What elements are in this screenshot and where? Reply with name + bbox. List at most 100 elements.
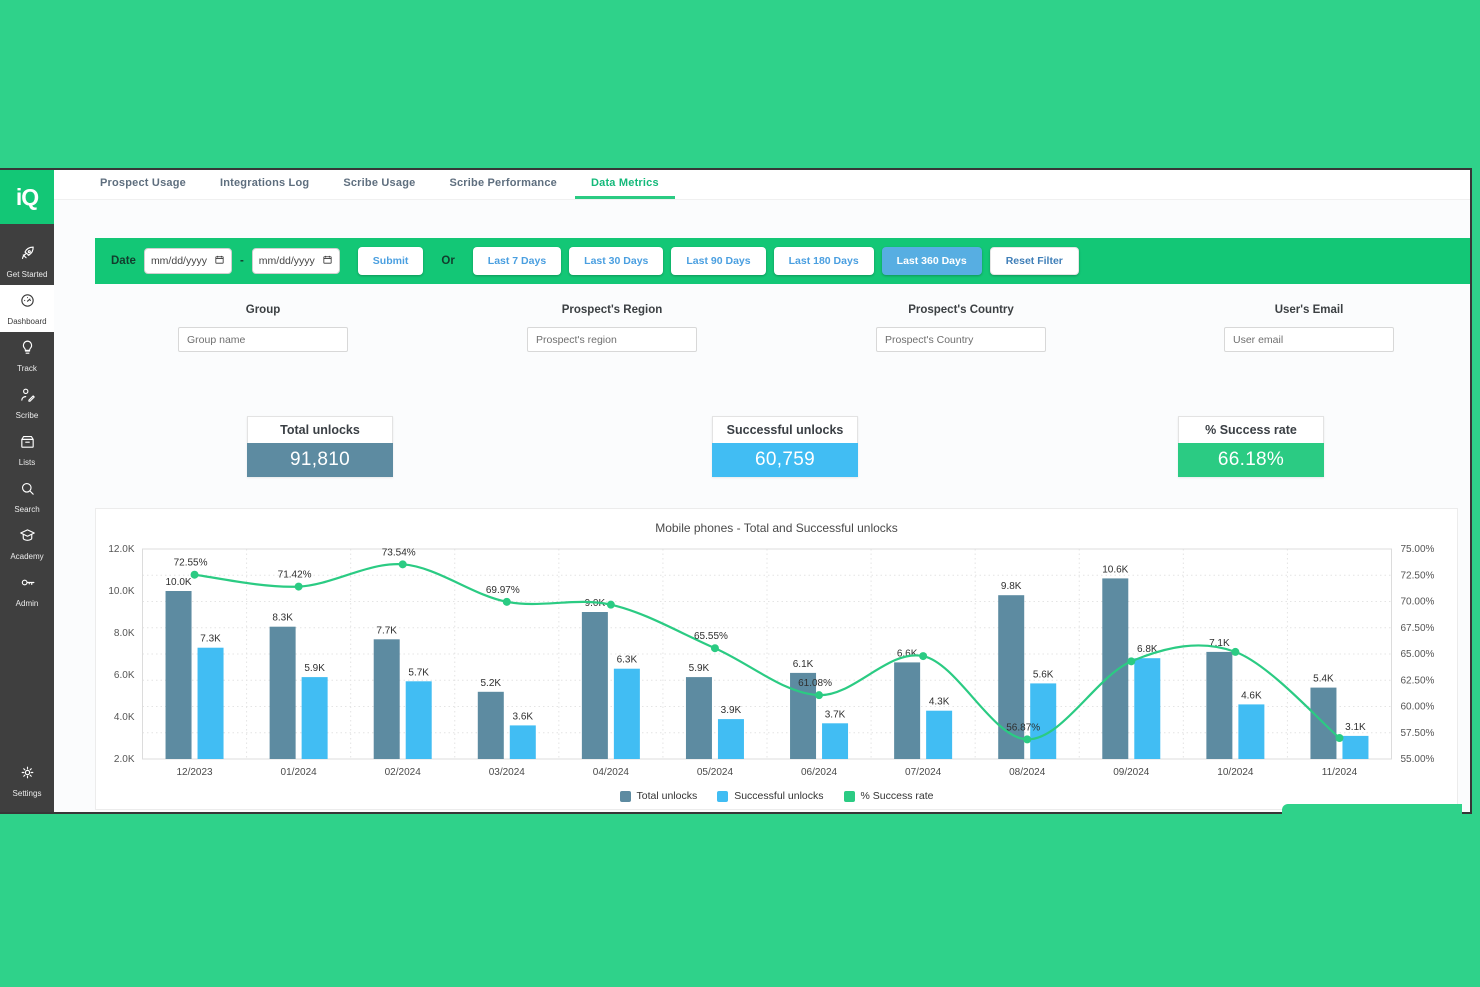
svg-text:08/2024: 08/2024: [1009, 767, 1046, 778]
kpi-success-rate: % Success rate 66.18%: [1178, 416, 1324, 477]
svg-text:5.9K: 5.9K: [304, 663, 325, 674]
prospect-region-input[interactable]: [527, 327, 697, 352]
sidebar-item-track[interactable]: Track: [0, 332, 54, 379]
bulb-icon: [19, 339, 36, 361]
svg-text:5.6K: 5.6K: [1033, 669, 1054, 680]
svg-text:75.00%: 75.00%: [1401, 544, 1435, 555]
gear-icon: [19, 764, 36, 786]
calendar-icon[interactable]: [214, 254, 225, 268]
submit-button[interactable]: Submit: [357, 247, 424, 275]
group-input[interactable]: [178, 327, 348, 352]
last-360-days-button[interactable]: Last 360 Days: [881, 247, 982, 275]
app-logo[interactable]: iQ: [0, 170, 54, 224]
user-email-filter: User's Email: [1224, 304, 1394, 352]
svg-text:67.50%: 67.50%: [1401, 623, 1435, 634]
svg-text:3.6K: 3.6K: [513, 711, 534, 722]
svg-text:65.55%: 65.55%: [694, 631, 728, 642]
tab-scribe-performance[interactable]: Scribe Performance: [449, 177, 557, 189]
bars-successful-unlocks-labels: 7.3K 5.9K 5.7K 3.6K 6.3K 3.9K 3.7K 4.3K 5.6K 6.8K…: [200, 634, 1366, 733]
legend-item-success-rate: % Success rate: [843, 790, 934, 802]
svg-text:3.7K: 3.7K: [825, 709, 846, 720]
svg-text:04/2024: 04/2024: [593, 767, 630, 778]
x-axis-labels: 12/2023 01/2024 02/2024 03/2024 04/2024 05/20…: [176, 767, 1357, 778]
last-30-days-button[interactable]: Last 30 Days: [569, 247, 664, 275]
tab-integrations-log[interactable]: Integrations Log: [219, 177, 310, 189]
tab-scribe-usage[interactable]: Scribe Usage: [343, 177, 416, 189]
academy-icon: [19, 527, 36, 549]
app-window: iQ Get Started Dashboard Track Scribe: [0, 168, 1472, 814]
group-filter: Group: [178, 304, 348, 352]
svg-text:56.87%: 56.87%: [1006, 722, 1040, 733]
svg-text:6.1K: 6.1K: [793, 659, 814, 670]
svg-text:10.0K: 10.0K: [165, 577, 191, 588]
svg-text:60.00%: 60.00%: [1401, 702, 1435, 713]
svg-text:72.50%: 72.50%: [1401, 570, 1435, 581]
svg-text:06/2024: 06/2024: [801, 767, 838, 778]
legend-swatch-rate: [843, 790, 855, 802]
left-axis-labels: 12.0K 10.0K 8.0K 6.0K 4.0K 2.0K: [108, 544, 134, 765]
bars-successful-unlocks: [197, 647, 1369, 759]
svg-text:3.1K: 3.1K: [1345, 722, 1366, 733]
sidebar-item-label: Admin: [15, 598, 39, 608]
sidebar-item-academy[interactable]: Academy: [0, 520, 54, 567]
svg-text:70.00%: 70.00%: [1401, 597, 1435, 608]
tab-data-metrics[interactable]: Data Metrics: [574, 170, 675, 199]
prospect-region-filter: Prospect's Region: [527, 304, 697, 352]
sidebar: iQ Get Started Dashboard Track Scribe: [0, 170, 54, 812]
svg-text:72.55%: 72.55%: [174, 558, 208, 569]
last-90-days-button[interactable]: Last 90 Days: [671, 247, 766, 275]
or-label: Or: [441, 255, 455, 267]
svg-text:12.0K: 12.0K: [108, 544, 134, 555]
main-area: Prospect Usage Integrations Log Scribe U…: [54, 170, 1470, 812]
sidebar-item-admin[interactable]: Admin: [0, 567, 54, 614]
date-label: Date: [111, 255, 136, 267]
svg-text:7.1K: 7.1K: [1209, 638, 1230, 649]
svg-text:03/2024: 03/2024: [489, 767, 526, 778]
sidebar-item-label: Lists: [18, 457, 36, 467]
last-180-days-button[interactable]: Last 180 Days: [773, 247, 874, 275]
calendar-icon[interactable]: [322, 254, 333, 268]
sidebar-item-dashboard[interactable]: Dashboard: [0, 285, 54, 332]
svg-text:5.4K: 5.4K: [1313, 674, 1334, 685]
sidebar-item-scribe[interactable]: Scribe: [0, 379, 54, 426]
sidebar-nav: Get Started Dashboard Track Scribe Lists: [0, 224, 54, 812]
scribe-icon: [19, 386, 36, 408]
end-date-input[interactable]: mm/dd/yyyy: [251, 248, 340, 274]
start-date-input[interactable]: mm/dd/yyyy: [143, 248, 232, 274]
svg-text:10.0K: 10.0K: [108, 586, 134, 597]
user-email-label: User's Email: [1274, 304, 1344, 316]
chart-title: Mobile phones - Total and Successful unl…: [655, 521, 898, 535]
svg-text:69.97%: 69.97%: [486, 585, 520, 596]
sidebar-item-settings[interactable]: Settings: [0, 757, 54, 804]
sidebar-item-get-started[interactable]: Get Started: [0, 238, 54, 285]
group-label: Group: [245, 304, 281, 316]
svg-text:6.3K: 6.3K: [617, 655, 638, 666]
svg-text:6.6K: 6.6K: [897, 648, 918, 659]
plot-border: [142, 548, 1392, 760]
legend-label: % Success rate: [860, 790, 934, 802]
kpi-total-unlocks: Total unlocks 91,810: [247, 416, 393, 477]
prospect-country-input[interactable]: [876, 327, 1046, 352]
sidebar-item-label: Dashboard: [7, 316, 47, 326]
last-7-days-button[interactable]: Last 7 Days: [472, 247, 562, 275]
kpi-successful-unlocks: Successful unlocks 60,759: [712, 416, 858, 477]
user-email-input[interactable]: [1224, 327, 1394, 352]
svg-text:9.0K: 9.0K: [585, 598, 606, 609]
svg-text:07/2024: 07/2024: [905, 767, 942, 778]
reset-filter-button[interactable]: Reset Filter: [989, 247, 1079, 275]
dashboard-content: Date mm/dd/yyyy - mm/dd/yyyy Submit Or L…: [54, 200, 1470, 812]
kpi-value: 66.18%: [1178, 443, 1324, 477]
kpi-label: Successful unlocks: [712, 416, 858, 443]
bars-total-unlocks-labels: 10.0K 8.3K 7.7K 5.2K 9.0K 5.9K 6.1K 6.6K 9.8K 10.…: [165, 564, 1334, 688]
bottom-right-widget[interactable]: [1282, 804, 1462, 814]
svg-text:5.7K: 5.7K: [408, 667, 429, 678]
date-range-separator: -: [239, 255, 244, 267]
sidebar-item-label: Track: [17, 363, 37, 373]
sidebar-item-search[interactable]: Search: [0, 473, 54, 520]
key-icon: [19, 574, 36, 596]
svg-text:4.6K: 4.6K: [1241, 690, 1262, 701]
svg-text:12/2023: 12/2023: [176, 767, 213, 778]
tab-prospect-usage[interactable]: Prospect Usage: [100, 177, 186, 189]
sidebar-item-lists[interactable]: Lists: [0, 426, 54, 473]
